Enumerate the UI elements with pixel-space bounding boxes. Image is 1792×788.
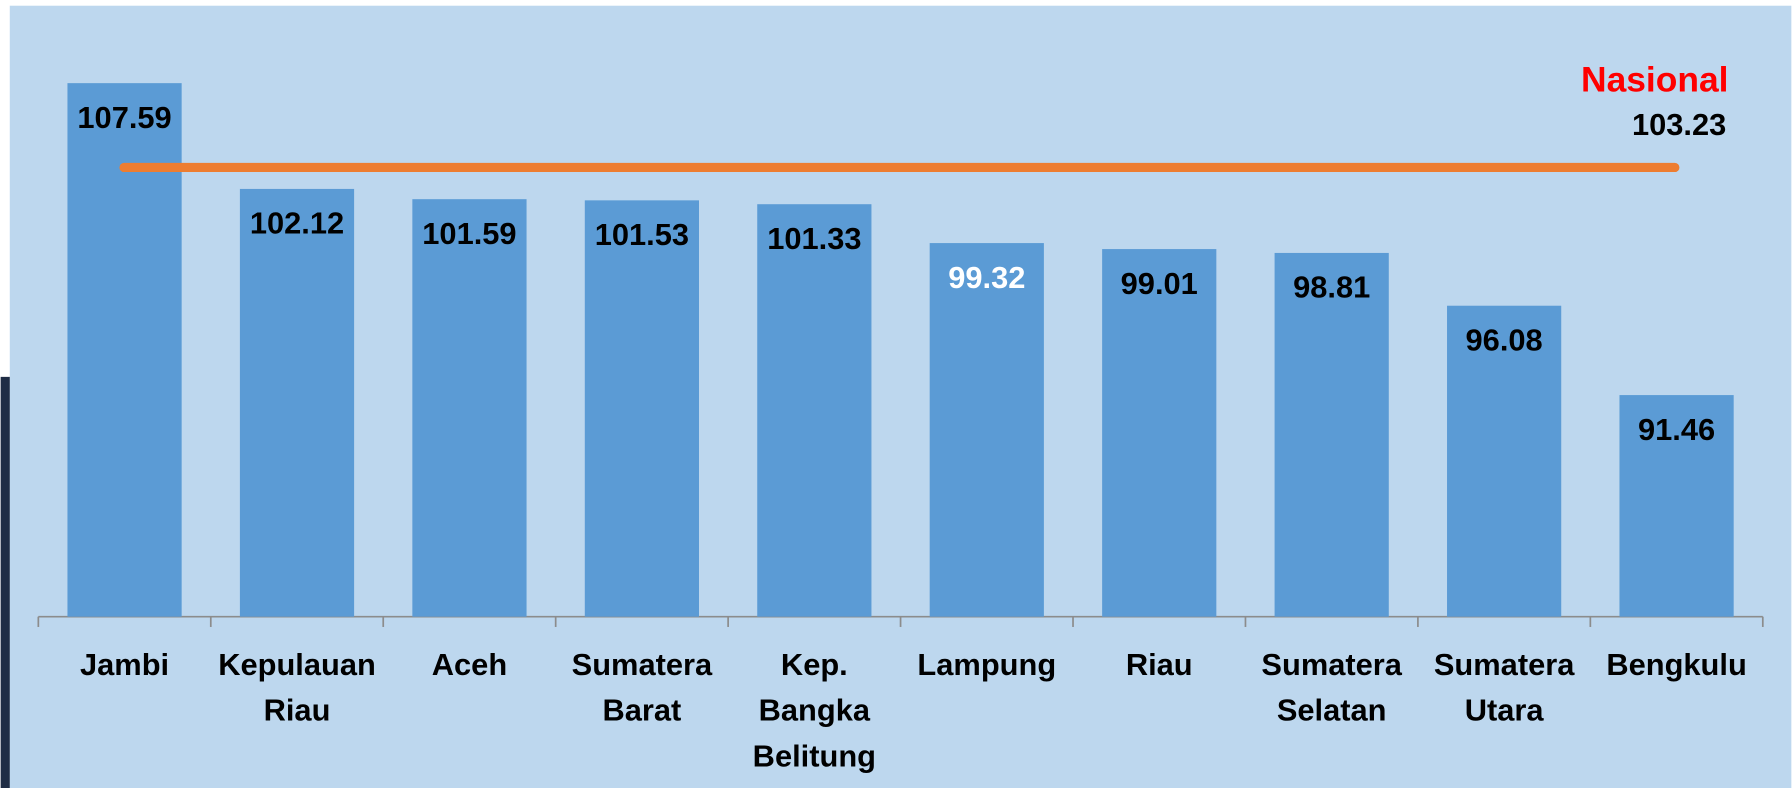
x-tick-label: Kep. Bangka Belitung [752, 647, 877, 774]
bar [929, 243, 1044, 617]
x-tick-label-box: Aceh [431, 647, 508, 682]
value-label: 99.01 [1121, 266, 1198, 301]
x-tick-label-box: Jambi [79, 647, 170, 682]
value-label: 91.46 [1638, 412, 1715, 447]
x-tick-label: Sumatera Barat [571, 647, 713, 728]
bar [1274, 252, 1389, 617]
x-tick-label-box: Sumatera Selatan [1261, 647, 1402, 728]
value-label: 101.59 [422, 216, 516, 251]
x-tick-label: Kepulauan Riau [218, 647, 376, 728]
reference-value: 103.23 [1632, 107, 1726, 142]
value-label: 98.81 [1293, 270, 1370, 305]
bar [1447, 305, 1562, 617]
x-tick-label: Riau [1125, 647, 1193, 682]
x-tick-label-box: Kepulauan Riau [218, 647, 376, 728]
bar [584, 200, 699, 617]
value-label: 99.32 [948, 260, 1025, 295]
x-tick-label-box: Lampung [917, 647, 1057, 682]
reference-name: Nasional [1581, 60, 1729, 100]
x-tick-label: Jambi [79, 647, 170, 682]
x-tick-label: Sumatera Selatan [1261, 647, 1402, 728]
bar [757, 204, 872, 617]
value-label: 107.59 [77, 100, 171, 135]
bar [1619, 395, 1734, 617]
bar [67, 83, 182, 617]
value-label: 96.08 [1466, 322, 1543, 357]
value-label: 101.33 [767, 221, 861, 256]
x-tick-label-box: Sumatera Barat [571, 647, 713, 728]
value-label: 102.12 [250, 206, 344, 241]
x-tick-label: Aceh [431, 647, 508, 682]
bar [239, 188, 355, 617]
x-tick-label-box: Kep. Bangka Belitung [752, 647, 877, 774]
value-label: 101.53 [595, 217, 689, 252]
x-tick-label-box: Bengkulu [1606, 647, 1747, 682]
x-tick-label-box: Riau [1125, 647, 1193, 682]
bar [412, 199, 527, 617]
bar [1102, 249, 1217, 617]
x-tick-label: Sumatera Utara [1433, 647, 1575, 728]
side-strip [0, 376, 10, 788]
x-tick-label: Bengkulu [1606, 647, 1747, 682]
x-tick-label: Lampung [917, 647, 1057, 682]
x-tick-label-box: Sumatera Utara [1433, 647, 1575, 728]
